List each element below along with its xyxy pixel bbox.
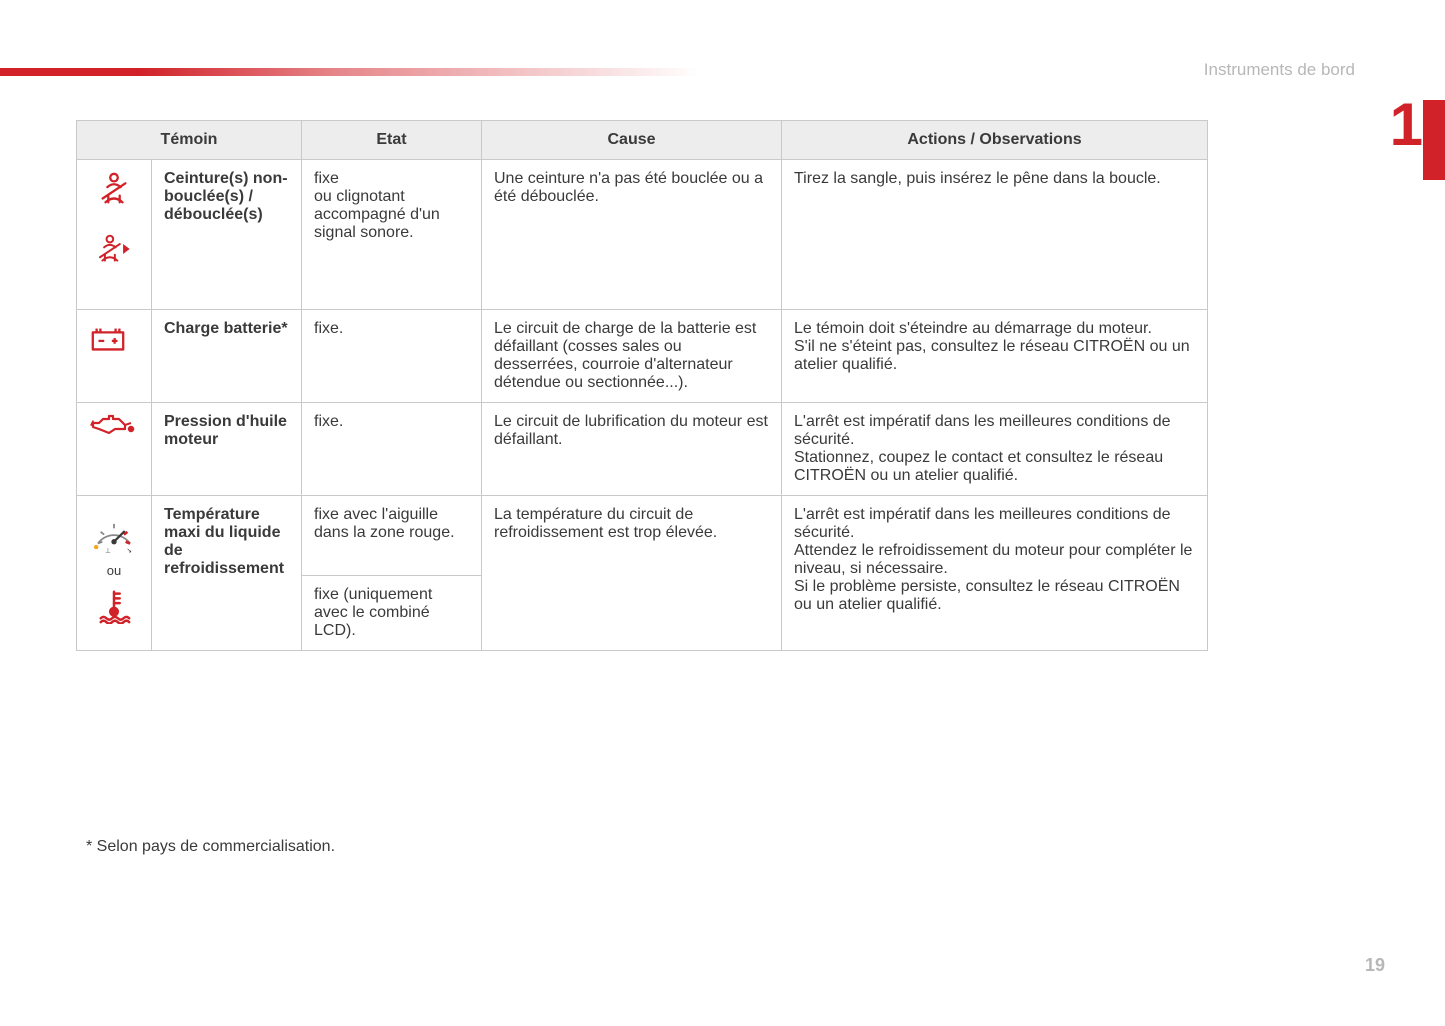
name-battery: Charge batterie* — [152, 310, 302, 403]
warning-lights-table: Témoin Etat Cause Actions / Observations — [76, 120, 1208, 651]
table-row: Charge batterie* fixe. Le circuit de cha… — [77, 310, 1208, 403]
cause-seatbelt: Une ceinture n'a pas été bouclée ou a ét… — [482, 160, 782, 310]
top-accent-bar — [0, 68, 700, 76]
icon-cell-oil — [77, 403, 152, 496]
chapter-number: 1 — [1390, 95, 1423, 155]
table-row: ⊥ ↘ ou — [77, 496, 1208, 576]
cause-battery: Le circuit de charge de la batterie est … — [482, 310, 782, 403]
temperature-gauge-icon: ⊥ ↘ — [89, 506, 139, 556]
seatbelt-icon — [95, 170, 133, 208]
actions-battery: Le témoin doit s'éteindre au démarrage d… — [782, 310, 1208, 403]
name-oil: Pression d'huile moteur — [152, 403, 302, 496]
battery-icon — [89, 320, 127, 358]
actions-temp: L'arrêt est impératif dans les meilleure… — [782, 496, 1208, 651]
temp-or-label: ou — [107, 564, 121, 578]
footnote: * Selon pays de commercialisation. — [86, 838, 335, 856]
name-seatbelt: Ceinture(s) non-bouclée(s) / débouclée(s… — [152, 160, 302, 310]
svg-text:⊥: ⊥ — [105, 547, 110, 554]
icon-cell-battery — [77, 310, 152, 403]
col-header-temoin: Témoin — [77, 121, 302, 160]
etat-temp-2: fixe (uniquement avec le combiné LCD). — [302, 576, 482, 651]
name-temp: Température maxi du liquide de refroidis… — [152, 496, 302, 651]
oil-pressure-icon — [89, 413, 137, 437]
table-header-row: Témoin Etat Cause Actions / Observations — [77, 121, 1208, 160]
etat-temp-1: fixe avec l'aiguille dans la zone rouge. — [302, 496, 482, 576]
cause-temp: La température du circuit de refroidisse… — [482, 496, 782, 651]
page-number: 19 — [1365, 955, 1385, 976]
coolant-temperature-icon — [95, 586, 133, 624]
chapter-accent — [1423, 100, 1445, 180]
col-header-etat: Etat — [302, 121, 482, 160]
cause-oil: Le circuit de lubrification du moteur es… — [482, 403, 782, 496]
table-row: Ceinture(s) non-bouclée(s) / débouclée(s… — [77, 160, 1208, 310]
etat-oil: fixe. — [302, 403, 482, 496]
icon-cell-temp: ⊥ ↘ ou — [77, 496, 152, 651]
icon-cell-seatbelt — [77, 160, 152, 310]
col-header-actions: Actions / Observations — [782, 121, 1208, 160]
svg-text:↘: ↘ — [127, 547, 132, 554]
actions-seatbelt: Tirez la sangle, puis insérez le pêne da… — [782, 160, 1208, 310]
seatbelt-passenger-icon — [95, 230, 133, 268]
actions-oil: L'arrêt est impératif dans les meilleure… — [782, 403, 1208, 496]
section-label: Instruments de bord — [1204, 60, 1355, 80]
table-row: Pression d'huile moteur fixe. Le circuit… — [77, 403, 1208, 496]
etat-seatbelt: fixe ou clignotant accompagné d'un signa… — [302, 160, 482, 310]
col-header-cause: Cause — [482, 121, 782, 160]
etat-battery: fixe. — [302, 310, 482, 403]
